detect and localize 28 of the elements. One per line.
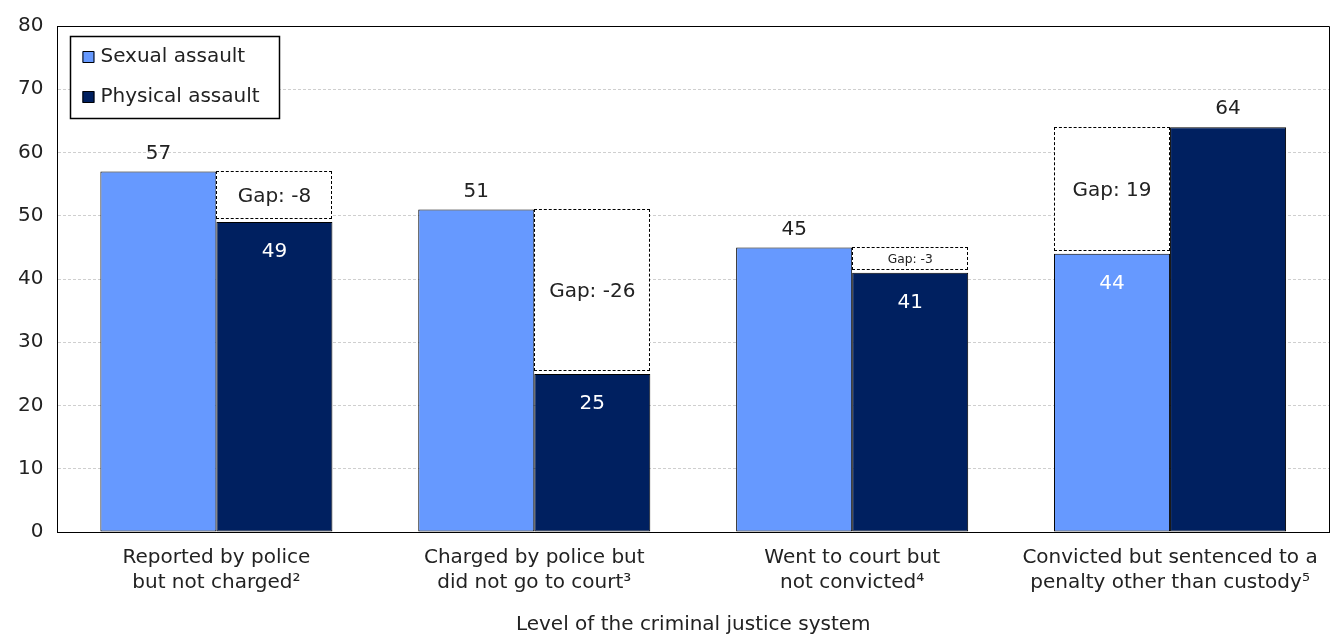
x-tick-label: Reported by police but not charged² — [122, 543, 311, 593]
data-label: 64 — [1215, 95, 1241, 120]
data-label: 44 — [1099, 269, 1125, 294]
annotation: Gap: 19 — [1072, 176, 1152, 201]
data-label: 25 — [579, 390, 606, 415]
annotation: Gap: -26 — [549, 278, 636, 303]
y-tick-label: 10 — [18, 454, 44, 479]
annotation: Gap: -8 — [237, 183, 312, 208]
x-tick-label: Went to court but not convicted⁴ — [764, 543, 941, 593]
x-tick-label: Charged by police but did not go to court³ — [423, 543, 645, 593]
legend-label: Sexual assault — [100, 43, 246, 68]
y-tick-label: 80 — [18, 12, 44, 37]
y-tick-label: 60 — [18, 138, 44, 163]
y-tick-label: 0 — [30, 518, 44, 543]
y-tick-label: 70 — [18, 75, 44, 100]
y-tick-label: 30 — [18, 328, 44, 353]
data-label: 41 — [897, 288, 923, 313]
data-label: 51 — [463, 177, 489, 202]
legend-label: Physical assault — [100, 83, 260, 108]
data-label: 45 — [781, 215, 807, 240]
y-tick-label: 20 — [18, 391, 44, 416]
annotation: Gap: -3 — [887, 251, 933, 266]
x-tick-label: Convicted but sentenced to a penalty other than custody⁵ — [1022, 543, 1318, 593]
y-tick-label: 50 — [18, 201, 44, 226]
data-label: 57 — [145, 139, 172, 164]
y-tick-label: 40 — [18, 265, 44, 290]
data-label: 49 — [261, 238, 288, 263]
x-axis-title: Level of the criminal justice system — [515, 611, 871, 636]
